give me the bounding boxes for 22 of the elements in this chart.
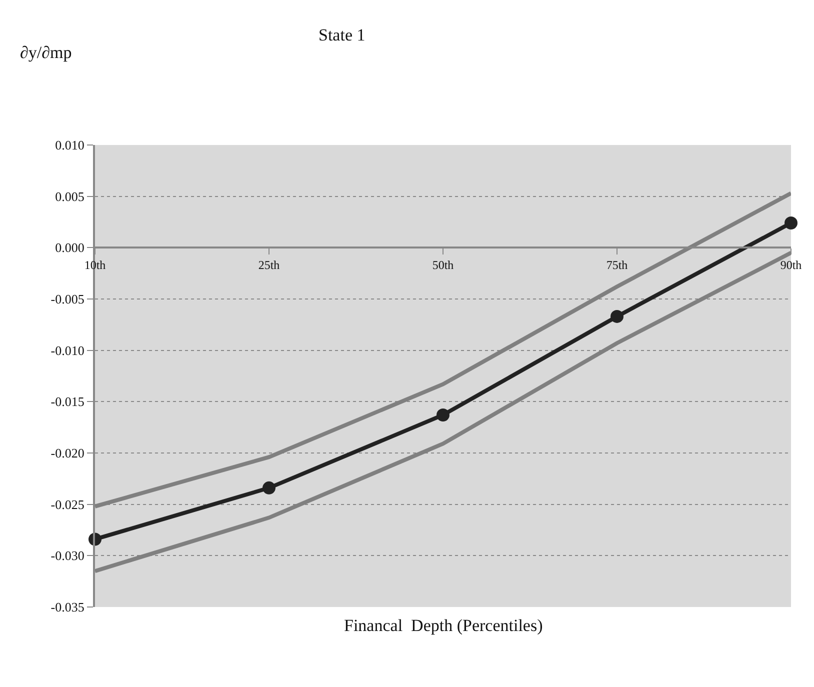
point bbox=[784, 216, 798, 230]
y-axis-title: ∂y/∂mp bbox=[20, 43, 72, 62]
x-axis-title: Financal Depth (Percentiles) bbox=[344, 616, 543, 635]
point bbox=[610, 310, 624, 323]
y-tick-label: -0.025 bbox=[50, 496, 84, 512]
point bbox=[436, 408, 450, 422]
y-tick-label: -0.015 bbox=[50, 394, 84, 410]
y-tick-label: 0.000 bbox=[55, 240, 84, 256]
y-tick-label: 0.010 bbox=[55, 138, 84, 153]
x-tick-label: 50th bbox=[432, 258, 454, 272]
x-tick-label: 25th bbox=[258, 258, 280, 272]
y-tick-label: 0.005 bbox=[55, 188, 84, 204]
x-tick-label: 75th bbox=[606, 258, 628, 272]
y-tick-label: -0.010 bbox=[50, 342, 84, 358]
x-tick-label: 90th bbox=[780, 258, 802, 272]
y-tick-label: -0.030 bbox=[50, 548, 84, 564]
y-tick-label: -0.005 bbox=[50, 292, 84, 307]
chart-title: State 1 bbox=[318, 25, 366, 44]
y-tick-label: -0.020 bbox=[50, 446, 84, 461]
x-tick-label: 10th bbox=[84, 258, 106, 272]
point bbox=[262, 481, 276, 494]
y-tick-label: -0.035 bbox=[50, 600, 84, 615]
